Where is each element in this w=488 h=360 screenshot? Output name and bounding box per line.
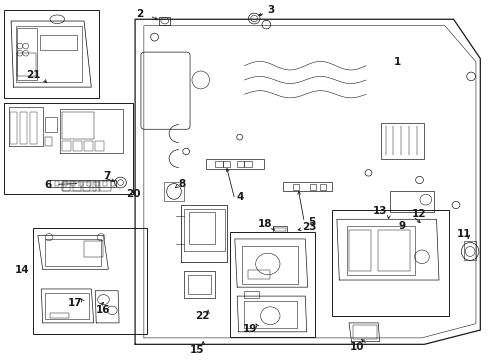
- Bar: [389, 191, 433, 212]
- Bar: [45, 137, 52, 146]
- Bar: [244, 291, 258, 298]
- Text: 5: 5: [307, 217, 315, 227]
- Bar: [30, 112, 37, 144]
- Text: 9: 9: [398, 221, 405, 231]
- Bar: [99, 181, 111, 192]
- Bar: [50, 313, 69, 318]
- Text: 3: 3: [267, 5, 274, 15]
- Bar: [111, 181, 115, 186]
- Text: 19: 19: [243, 324, 257, 334]
- Bar: [62, 112, 94, 139]
- Text: 13: 13: [372, 206, 386, 216]
- Text: 21: 21: [26, 69, 40, 80]
- Bar: [95, 181, 99, 186]
- Bar: [87, 181, 91, 186]
- Bar: [45, 293, 89, 319]
- Bar: [319, 184, 325, 190]
- Bar: [62, 141, 71, 151]
- Bar: [159, 17, 170, 24]
- Text: 22: 22: [195, 311, 209, 321]
- Bar: [237, 161, 244, 167]
- Bar: [18, 28, 37, 80]
- Text: 15: 15: [189, 345, 203, 355]
- Text: 10: 10: [349, 342, 364, 352]
- Bar: [20, 112, 27, 144]
- Bar: [283, 182, 331, 191]
- Bar: [309, 184, 315, 190]
- Bar: [463, 241, 475, 260]
- Bar: [272, 226, 287, 232]
- Bar: [73, 182, 81, 191]
- Bar: [243, 301, 296, 328]
- Bar: [73, 141, 82, 151]
- Bar: [45, 239, 101, 266]
- Bar: [84, 241, 103, 257]
- Bar: [183, 271, 215, 298]
- Bar: [79, 181, 82, 186]
- Bar: [102, 181, 106, 186]
- Text: 1: 1: [393, 57, 401, 67]
- Bar: [16, 26, 81, 82]
- Bar: [273, 228, 286, 231]
- Bar: [222, 161, 229, 167]
- Text: 12: 12: [410, 209, 425, 219]
- Bar: [353, 325, 376, 339]
- Bar: [93, 182, 100, 191]
- Bar: [380, 123, 424, 158]
- Bar: [244, 161, 251, 167]
- Bar: [292, 184, 298, 190]
- Bar: [215, 161, 222, 167]
- Bar: [205, 159, 264, 169]
- Bar: [331, 210, 448, 316]
- Bar: [188, 212, 215, 244]
- Text: 8: 8: [178, 179, 185, 189]
- Text: 20: 20: [126, 189, 141, 199]
- Bar: [229, 232, 314, 337]
- Bar: [33, 228, 147, 334]
- Bar: [10, 112, 18, 144]
- Text: 16: 16: [96, 305, 110, 315]
- Bar: [187, 275, 210, 294]
- Bar: [18, 53, 36, 76]
- Bar: [63, 182, 70, 191]
- Bar: [248, 270, 270, 279]
- Bar: [4, 103, 132, 194]
- Text: 23: 23: [301, 222, 316, 232]
- Bar: [95, 141, 104, 151]
- Text: 2: 2: [136, 9, 143, 19]
- Bar: [71, 181, 75, 186]
- Bar: [45, 117, 57, 132]
- Text: 17: 17: [68, 298, 82, 308]
- Bar: [377, 230, 409, 271]
- Bar: [40, 35, 77, 50]
- Bar: [63, 181, 67, 186]
- Text: 7: 7: [103, 171, 111, 181]
- Bar: [62, 181, 96, 192]
- Bar: [346, 226, 414, 275]
- Bar: [348, 230, 370, 271]
- Bar: [84, 141, 93, 151]
- Bar: [83, 182, 90, 191]
- Bar: [242, 246, 297, 284]
- Bar: [4, 10, 99, 98]
- Text: 11: 11: [456, 229, 470, 239]
- Bar: [164, 182, 183, 202]
- Bar: [55, 181, 59, 186]
- Text: 14: 14: [15, 265, 29, 275]
- Text: 18: 18: [257, 219, 272, 229]
- Text: 4: 4: [237, 192, 244, 202]
- Text: 6: 6: [44, 180, 51, 190]
